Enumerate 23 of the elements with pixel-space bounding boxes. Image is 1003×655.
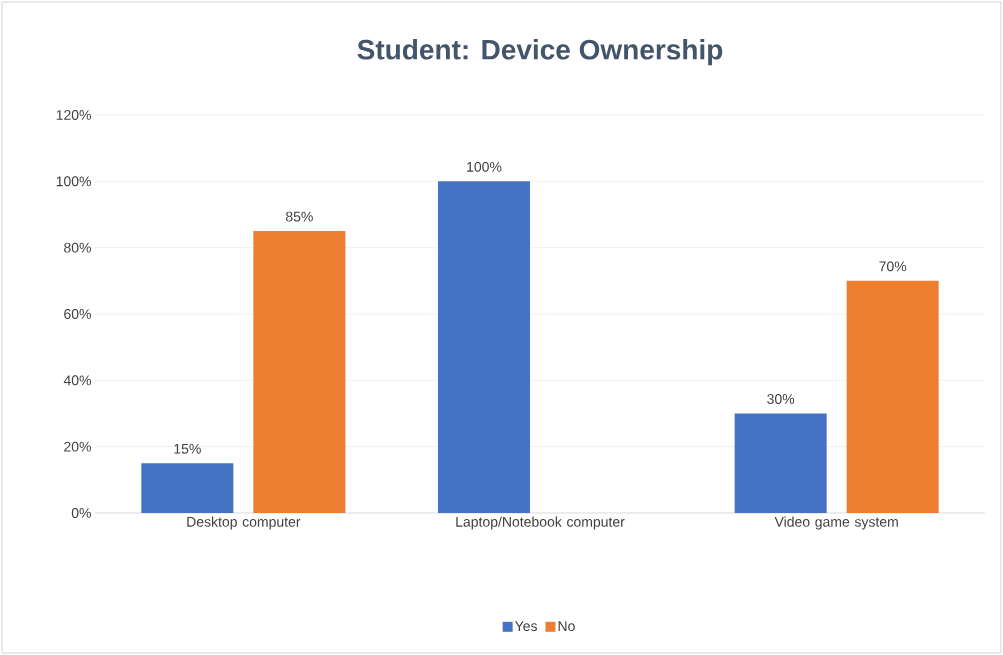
data-label: 100% [467,161,502,172]
y-tick-label: 80% [64,242,91,253]
y-tick-label: 100% [56,176,91,187]
x-tick-label: Laptop/Notebook computer [456,516,625,530]
y-tick-label: 60% [64,309,91,319]
data-label: 70% [879,261,907,272]
legend-label: Yes [514,621,537,632]
data-label: 15% [174,443,201,454]
y-tick-label: 20% [64,441,91,452]
bar [846,280,939,513]
y-tick-label: 120% [56,110,91,120]
x-tick-label: Video game system [774,516,898,530]
y-tick-label: 40% [63,375,91,386]
bar [734,413,827,513]
y-tick-label: 0% [71,508,91,518]
bar [253,231,346,513]
legend-label: No [558,621,575,632]
data-label: 85% [285,211,313,222]
bar [438,181,531,513]
data-label: 30% [767,394,795,404]
bar [141,463,234,513]
x-tick-label: Desktop computer [187,516,301,530]
chart-title: Student: Device Ownership [357,39,723,66]
